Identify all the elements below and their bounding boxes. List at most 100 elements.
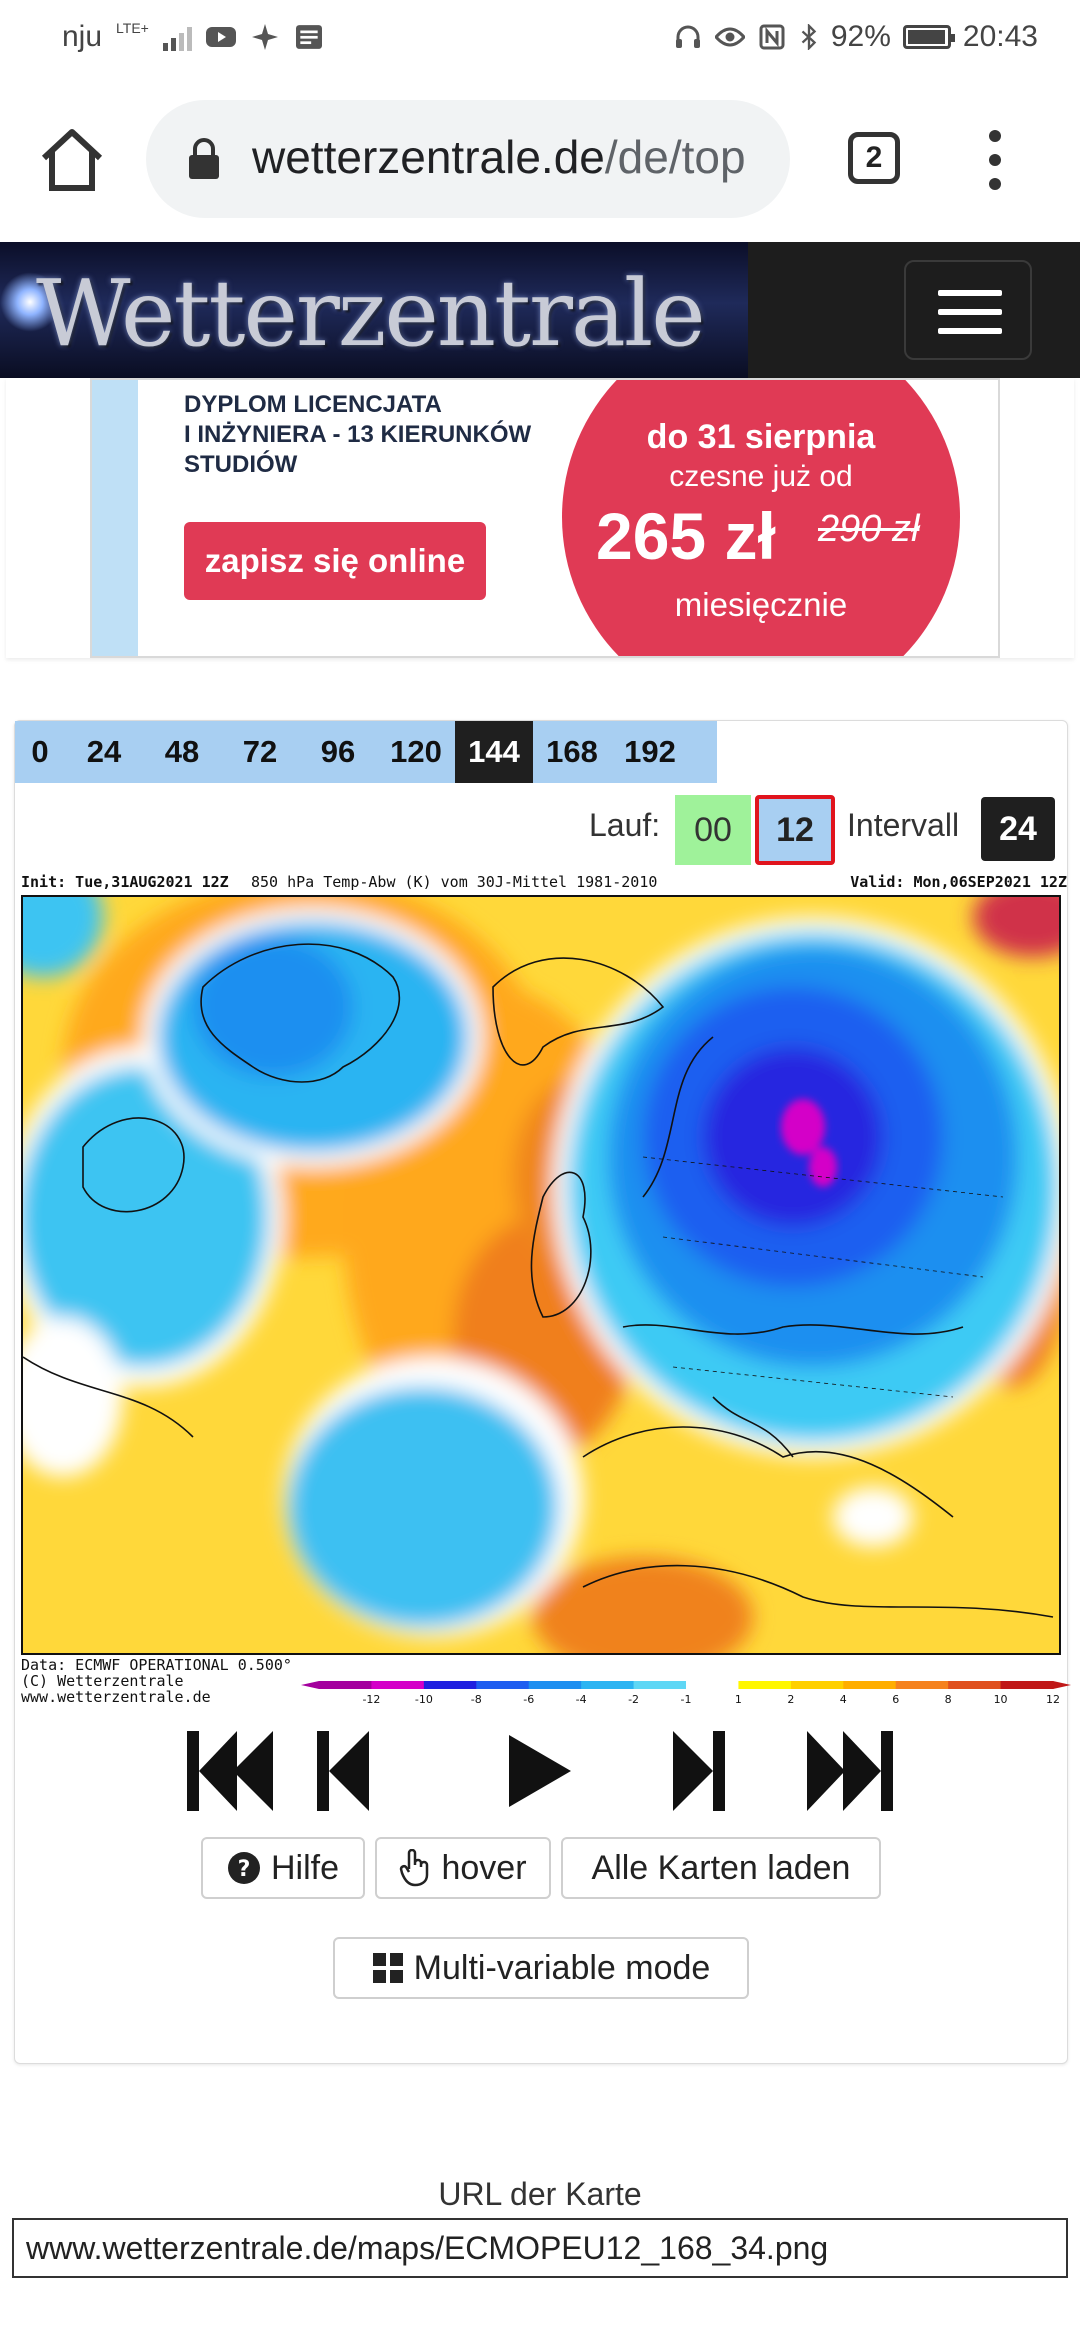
ad-headline-line: DYPLOM LICENCJATA: [184, 391, 442, 418]
multi-variable-mode-button[interactable]: Multi-variable mode: [333, 1937, 749, 1999]
multi-variable-label: Multi-variable mode: [413, 1948, 711, 1987]
ad-promo-date: do 31 sierpnia: [646, 418, 876, 456]
question-circle-icon: ?: [227, 1852, 260, 1884]
load-all-maps-button[interactable]: Alle Karten laden: [561, 1837, 881, 1899]
site-logo[interactable]: Wetterzentrale: [0, 242, 748, 378]
ad-promo-circle: do 31 sierpnia czesne już od 265 zł 290 …: [562, 380, 960, 656]
map-color-legend: -12 -10 -8 -6 -4 -2 -1 1 2 4 6 8 10 12: [301, 1681, 1071, 1706]
more-options-icon[interactable]: [988, 128, 1002, 192]
map-url-field[interactable]: www.wetterzentrale.de/maps/ECMOPEU12_168…: [12, 2218, 1068, 2278]
hover-label: hover: [441, 1848, 527, 1887]
site-header: Wetterzentrale: [0, 242, 1080, 378]
legend-arrow-high: [1053, 1681, 1071, 1689]
step-0[interactable]: 0: [31, 734, 49, 769]
ad-promo-text: czesne już od: [669, 460, 853, 493]
address-bar[interactable]: wetterzentrale.de/de/top: [146, 100, 790, 218]
step-192[interactable]: 192: [624, 734, 676, 769]
legend-tick-label: 10: [994, 1693, 1008, 1706]
legend-swatch: [633, 1681, 687, 1689]
intervall-label: Intervall: [847, 807, 960, 843]
hamburger-menu-button[interactable]: [904, 260, 1032, 360]
battery-icon: [902, 25, 955, 49]
map-url-label: URL der Karte: [438, 2176, 642, 2212]
legend-tick-label: -8: [471, 1693, 482, 1706]
news-icon: [295, 25, 322, 49]
weather-map-image: [23, 897, 1059, 1653]
legend-tick-label: -2: [628, 1693, 639, 1706]
next-frame-icon[interactable]: [671, 1727, 727, 1815]
weather-map[interactable]: [21, 895, 1061, 1655]
map-title: 850 hPa Temp-Abw (K) vom 30J-Mittel 1981…: [251, 873, 658, 891]
tab-switcher-button[interactable]: 2: [848, 132, 900, 184]
step-48[interactable]: 48: [164, 734, 200, 769]
legend-tick-label: 6: [892, 1693, 899, 1706]
headphones-icon: [675, 25, 700, 48]
ad-stripe: [92, 380, 138, 656]
legend-swatch: [895, 1681, 949, 1689]
step-168[interactable]: 168: [546, 734, 598, 769]
previous-frame-icon[interactable]: [315, 1727, 371, 1815]
help-button[interactable]: ? Hilfe: [201, 1837, 365, 1899]
bluetooth-icon: [801, 24, 817, 50]
ad-price: 265 zł: [596, 499, 776, 573]
clock: 20:43: [962, 20, 1038, 53]
carrier-name: nju: [62, 20, 103, 53]
legend-swatch: [790, 1681, 844, 1689]
home-icon[interactable]: [36, 124, 108, 196]
play-icon[interactable]: [505, 1727, 575, 1815]
ad-headline-line: STUDIÓW: [184, 451, 298, 478]
hover-button[interactable]: hover: [375, 1837, 551, 1899]
map-header: Init: Tue,31AUG2021 12Z 850 hPa Temp-Abw…: [21, 873, 1067, 891]
map-footer: Data: ECMWF OPERATIONAL 0.500° (C) Wette…: [21, 1657, 292, 1705]
step-120[interactable]: 120: [390, 734, 442, 769]
legend-swatch: [738, 1681, 792, 1689]
ad-headline-line: I INŻYNIERA - 13 KIERUNKÓW: [184, 421, 532, 448]
step-144[interactable]: 144: [455, 721, 533, 783]
legend-swatch: [371, 1681, 425, 1689]
url-path: /de/top: [604, 131, 746, 183]
legend-tick-label: -10: [415, 1693, 433, 1706]
step-96[interactable]: 96: [320, 734, 356, 769]
last-frame-icon[interactable]: [805, 1727, 895, 1815]
legend-tick-label: -12: [362, 1693, 380, 1706]
ad-container: DYPLOM LICENCJATA I INŻYNIERA - 13 KIERU…: [6, 378, 1074, 658]
legend-swatch: [319, 1681, 372, 1689]
map-copyright: (C) Wetterzentrale: [21, 1672, 184, 1690]
legend-tick-label: 8: [945, 1693, 952, 1706]
intervall-button[interactable]: 24: [981, 797, 1055, 861]
legend-swatch: [843, 1681, 897, 1689]
first-frame-icon[interactable]: [185, 1727, 275, 1815]
map-data-source: Data: ECMWF OPERATIONAL 0.500°: [21, 1656, 292, 1674]
run-selector: Lauf: 00 12 Intervall 24: [15, 795, 1055, 865]
sparkle-icon: [251, 24, 278, 50]
battery-percent: 92%: [830, 20, 891, 53]
ad-promo-period: miesięcznie: [674, 586, 848, 623]
legend-swatch: [476, 1681, 530, 1689]
grid-icon: [372, 1953, 403, 1983]
legend-swatch: [423, 1681, 477, 1689]
ad-old-price: 290 zł: [818, 508, 920, 550]
url-domain: wetterzentrale.de: [252, 131, 605, 183]
forecast-panel: 0 24 48 72 96 120 144 168 192 Lauf: 00 1…: [14, 720, 1071, 2064]
run-00-button[interactable]: 00: [675, 795, 751, 865]
legend-arrow-low: [301, 1681, 319, 1689]
map-valid: Valid: Mon,06SEP2021 12Z: [850, 873, 1067, 891]
ad-cta-button[interactable]: zapisz się online: [184, 522, 486, 600]
legend-tick-label: 4: [840, 1693, 847, 1706]
run-12-button[interactable]: 12: [755, 795, 835, 865]
ad-headline: DYPLOM LICENCJATA I INŻYNIERA - 13 KIERU…: [184, 390, 531, 480]
step-72[interactable]: 72: [242, 734, 278, 769]
legend-swatch: [1000, 1681, 1054, 1689]
legend-swatch: [686, 1681, 739, 1689]
legend-tick-label: 1: [735, 1693, 742, 1706]
youtube-icon: [205, 27, 236, 47]
pointer-hand-icon: [400, 1849, 429, 1887]
logo-text: Wetterzentrale: [36, 260, 706, 367]
step-24[interactable]: 24: [86, 734, 122, 769]
load-all-maps-label: Alle Karten laden: [591, 1848, 851, 1887]
playback-controls: [15, 1711, 1067, 1821]
forecast-step-bar: 0 24 48 72 96 120 144 168 192: [15, 721, 717, 783]
signal-icon: [162, 23, 192, 51]
legend-swatch: [528, 1681, 582, 1689]
ad-banner[interactable]: DYPLOM LICENCJATA I INŻYNIERA - 13 KIERU…: [90, 378, 1000, 658]
